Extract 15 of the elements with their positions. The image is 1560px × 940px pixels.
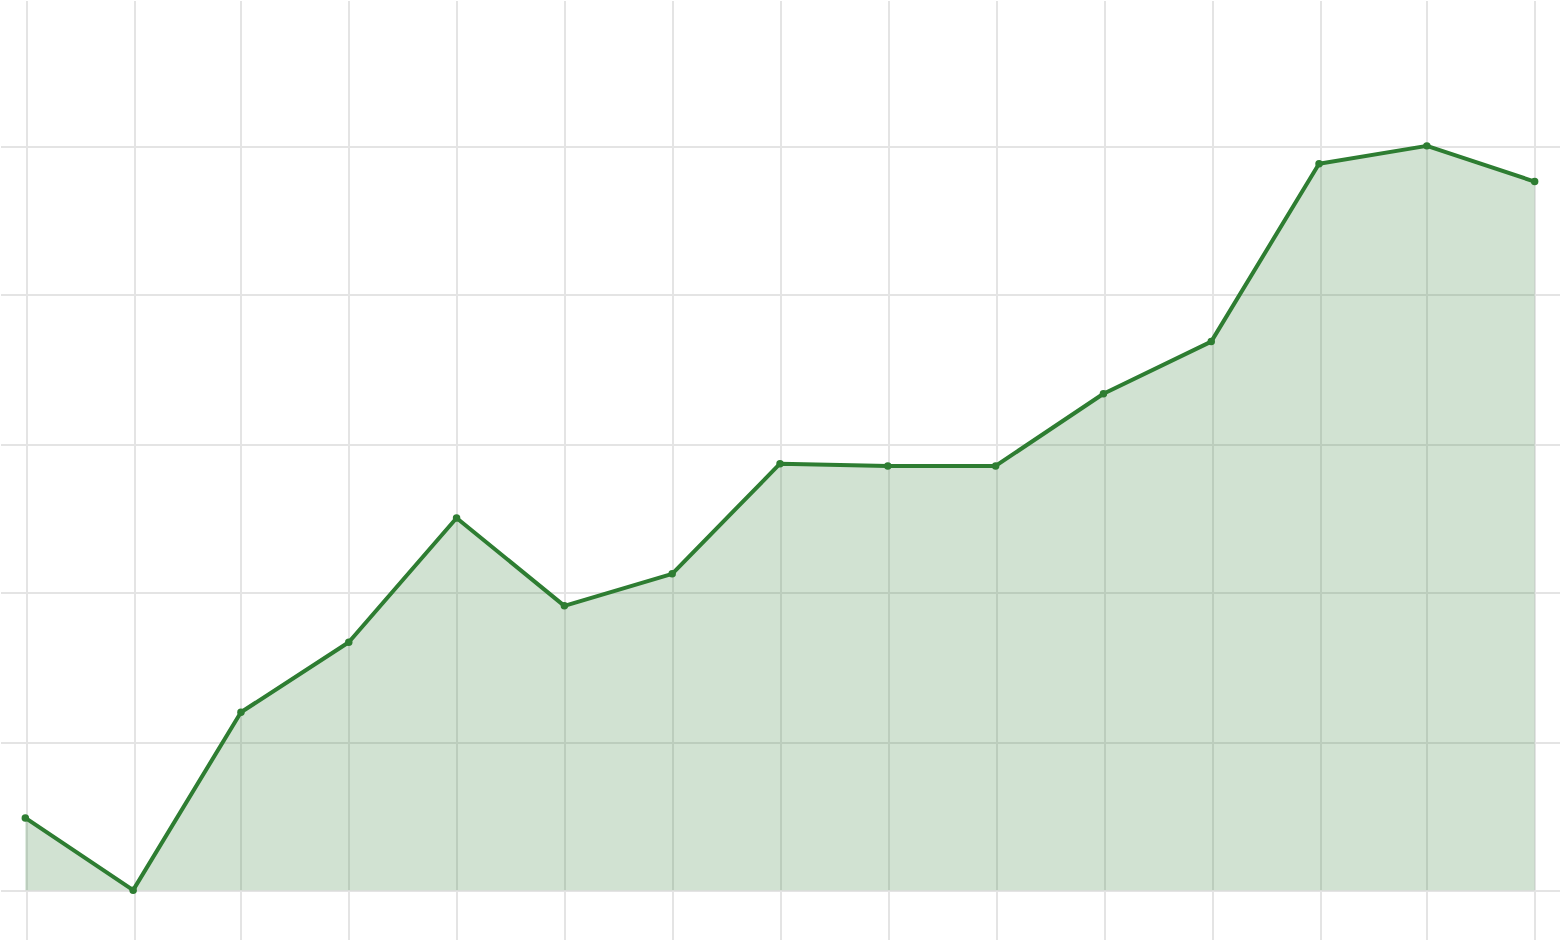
point (21, 814, 30, 822)
point (237, 708, 245, 716)
point (452, 514, 461, 522)
point (668, 570, 676, 578)
point (1423, 142, 1431, 150)
point (884, 462, 892, 470)
point (345, 638, 353, 647)
point (1207, 337, 1215, 346)
point (129, 886, 137, 894)
point (1530, 177, 1539, 186)
point (1099, 389, 1108, 398)
point (991, 462, 1000, 470)
point (1315, 160, 1323, 168)
point (776, 459, 784, 468)
point (560, 602, 569, 610)
